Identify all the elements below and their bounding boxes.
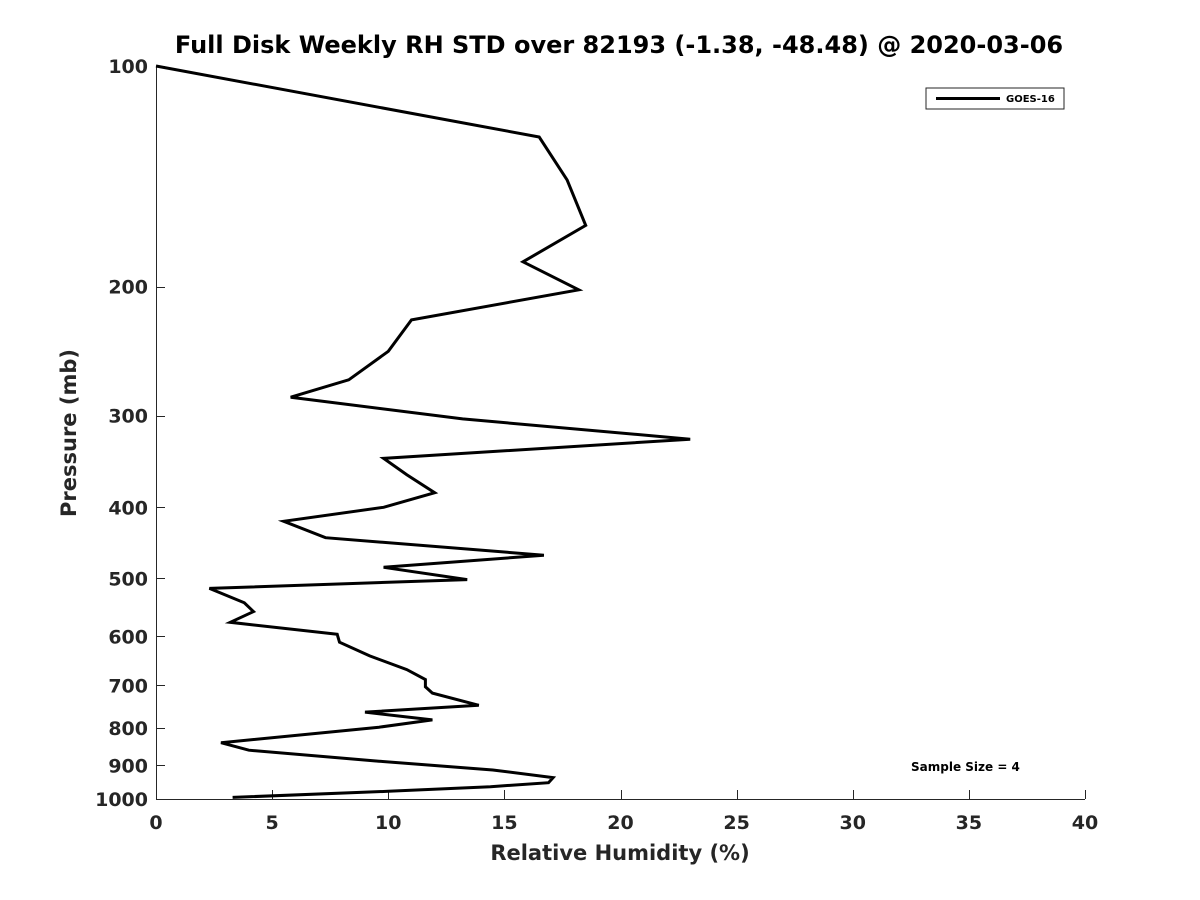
x-tick-label: 20 xyxy=(607,812,633,834)
x-tick-label: 40 xyxy=(1072,812,1098,834)
y-tick-label: 900 xyxy=(108,755,148,777)
x-tick-label: 15 xyxy=(491,812,517,834)
y-tick-label: 700 xyxy=(108,675,148,697)
x-tick-label: 10 xyxy=(375,812,401,834)
x-tick-label: 5 xyxy=(266,812,279,834)
y-axis-label: Pressure (mb) xyxy=(57,349,81,517)
sample-size-annotation: Sample Size = 4 xyxy=(911,760,1020,774)
y-tick-label: 400 xyxy=(108,497,148,519)
y-tick-label: 300 xyxy=(108,406,148,428)
y-tick-label: 600 xyxy=(108,626,148,648)
x-tick-label: 25 xyxy=(723,812,749,834)
x-axis-label: Relative Humidity (%) xyxy=(490,841,749,865)
y-tick-label: 100 xyxy=(108,56,148,78)
x-tick-label: 0 xyxy=(149,812,162,834)
y-tick-label: 500 xyxy=(108,568,148,590)
y-tick-label: 1000 xyxy=(95,789,148,811)
x-tick-label: 30 xyxy=(840,812,866,834)
y-ticks: 100 200 300 400 500 600 700 800 900 1000 xyxy=(95,56,165,811)
x-tick-label: 35 xyxy=(956,812,982,834)
x-ticks: 0 5 10 15 20 25 30 35 40 xyxy=(149,790,1098,834)
y-tick-label: 800 xyxy=(108,718,148,740)
legend: GOES-16 xyxy=(925,87,1065,110)
y-tick-label: 200 xyxy=(108,277,148,299)
chart-title: Full Disk Weekly RH STD over 82193 (-1.3… xyxy=(175,31,1063,59)
legend-label-goes-16: GOES-16 xyxy=(1006,94,1055,105)
series-line-goes-16 xyxy=(155,64,691,799)
